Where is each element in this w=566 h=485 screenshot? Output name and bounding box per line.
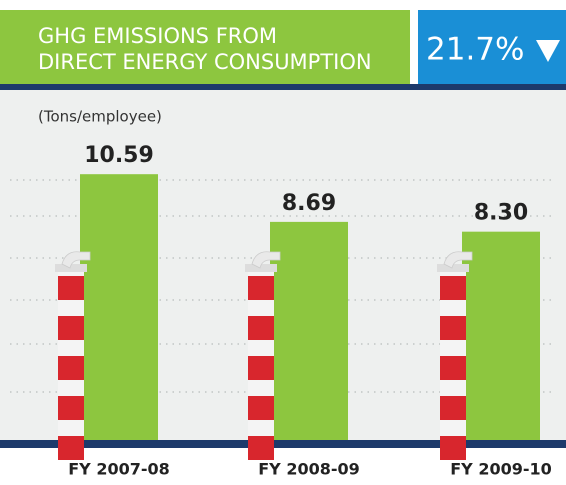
chimney-stripe — [58, 436, 84, 460]
chimney-stripe — [440, 276, 466, 300]
bar — [270, 221, 348, 440]
chimney-stripe — [58, 356, 84, 380]
chimney-stripe — [248, 316, 274, 340]
chimney-cap — [245, 264, 277, 272]
title-box — [0, 10, 410, 84]
bar — [462, 231, 540, 440]
x-tick-label: FY 2007-08 — [68, 460, 170, 479]
chimney-stripe — [248, 396, 274, 420]
chimney-stripe — [58, 276, 84, 300]
value-label: 8.69 — [282, 191, 336, 216]
chimney-stripe — [248, 356, 274, 380]
down-arrow — [536, 40, 560, 62]
chimney-stripe — [440, 356, 466, 380]
chimney-stripe — [440, 396, 466, 420]
chimney-stripe — [248, 276, 274, 300]
header-rule — [0, 84, 566, 90]
chimney-cap — [55, 264, 87, 272]
chimney-stripe — [440, 316, 466, 340]
chimney-smoke — [443, 251, 473, 269]
chimney-stripe — [248, 436, 274, 460]
x-tick-label: FY 2008-09 — [258, 460, 360, 479]
chart-title: DIRECT ENERGY CONSUMPTION — [38, 50, 372, 74]
unit-label: (Tons/employee) — [38, 108, 162, 126]
value-label: 10.59 — [84, 143, 154, 168]
chimney-stripe — [58, 396, 84, 420]
chimney-stripe — [58, 316, 84, 340]
chart-title: GHG EMISSIONS FROM — [38, 24, 277, 48]
chimney-cap — [437, 264, 469, 272]
chimney-smoke — [61, 251, 91, 269]
baseline-rule — [0, 440, 566, 448]
value-label: 8.30 — [474, 201, 528, 226]
bar — [80, 174, 158, 441]
chimney-stripe — [440, 436, 466, 460]
chimney-smoke — [251, 251, 281, 269]
x-tick-label: FY 2009-10 — [450, 460, 552, 479]
badge-value: 21.7% — [426, 32, 524, 68]
